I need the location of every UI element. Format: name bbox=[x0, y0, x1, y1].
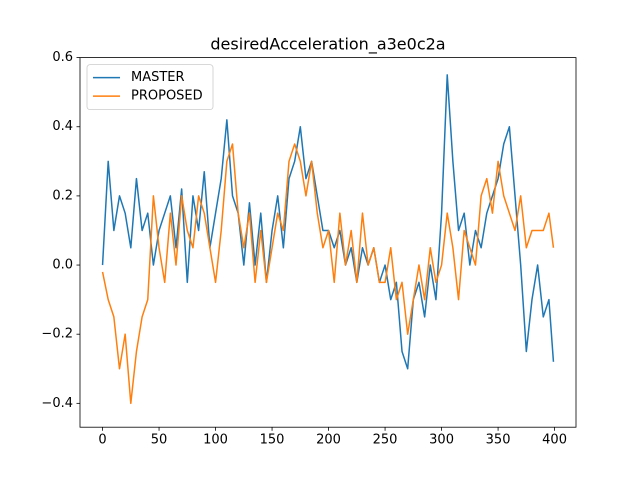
x-tick-label: 400 bbox=[542, 433, 567, 448]
x-tick-label: 150 bbox=[260, 433, 285, 448]
series-line bbox=[101, 143, 555, 405]
legend-label: MASTER bbox=[131, 70, 185, 85]
x-tick-label: 50 bbox=[151, 433, 168, 448]
x-tick-label: 100 bbox=[203, 433, 228, 448]
legend-box bbox=[86, 64, 214, 110]
x-tick-label: 250 bbox=[373, 433, 398, 448]
y-tick-label: 0.6 bbox=[52, 50, 73, 65]
plot-frame bbox=[79, 57, 577, 428]
chart-title: desiredAcceleration_a3e0c2a bbox=[210, 35, 445, 55]
x-tick-label: 350 bbox=[486, 433, 511, 448]
x-tick-label: 0 bbox=[98, 433, 106, 448]
y-tick-label: −0.4 bbox=[41, 396, 73, 411]
x-tick-label: 200 bbox=[316, 433, 341, 448]
y-tick-label: −0.2 bbox=[41, 327, 73, 342]
legend: MASTER PROPOSED bbox=[86, 64, 214, 110]
x-tick-label: 300 bbox=[429, 433, 454, 448]
y-tick-label: 0.0 bbox=[52, 258, 73, 273]
y-tick-label: 0.4 bbox=[52, 119, 73, 134]
y-tick-label: 0.2 bbox=[52, 188, 73, 203]
legend-label: PROPOSED bbox=[131, 89, 203, 104]
